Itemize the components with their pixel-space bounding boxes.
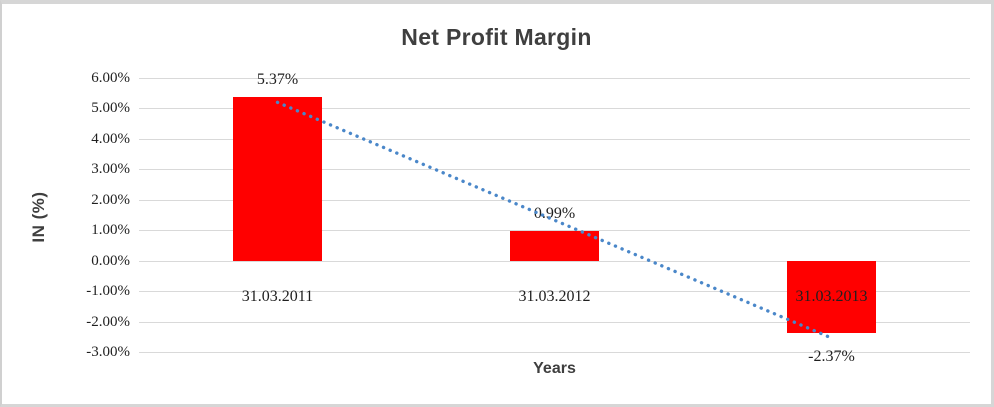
category-label: 31.03.2012 [518, 287, 591, 305]
y-tick-label: 2.00% [91, 191, 130, 208]
bar [510, 230, 599, 261]
y-tick-label: 5.00% [91, 100, 130, 117]
y-tick-label: 0.00% [91, 252, 130, 269]
x-axis-title: Years [533, 360, 576, 377]
category-label: 31.03.2011 [241, 287, 314, 305]
y-tick-label: 1.00% [91, 222, 130, 239]
gridline [139, 352, 970, 353]
y-tick-label: 6.00% [91, 70, 130, 86]
data-label: -2.37% [808, 347, 855, 365]
data-label: 0.99% [533, 204, 576, 222]
data-label: 5.37% [256, 71, 299, 89]
y-tick-label: -1.00% [86, 283, 130, 300]
bar [233, 97, 322, 261]
y-tick-label: -3.00% [86, 344, 130, 360]
y-tick-label: -2.00% [86, 313, 130, 330]
plot-area: 31.03.2011 5.37% 31.03.2012 0.99% 31.03.2013… [139, 71, 970, 365]
chart-title: Net Profit Margin [401, 24, 592, 50]
gridline [139, 78, 970, 79]
y-tick-label: 4.00% [91, 130, 130, 147]
y-tick-label: 3.00% [91, 161, 130, 178]
category-label: 31.03.2013 [795, 287, 868, 305]
